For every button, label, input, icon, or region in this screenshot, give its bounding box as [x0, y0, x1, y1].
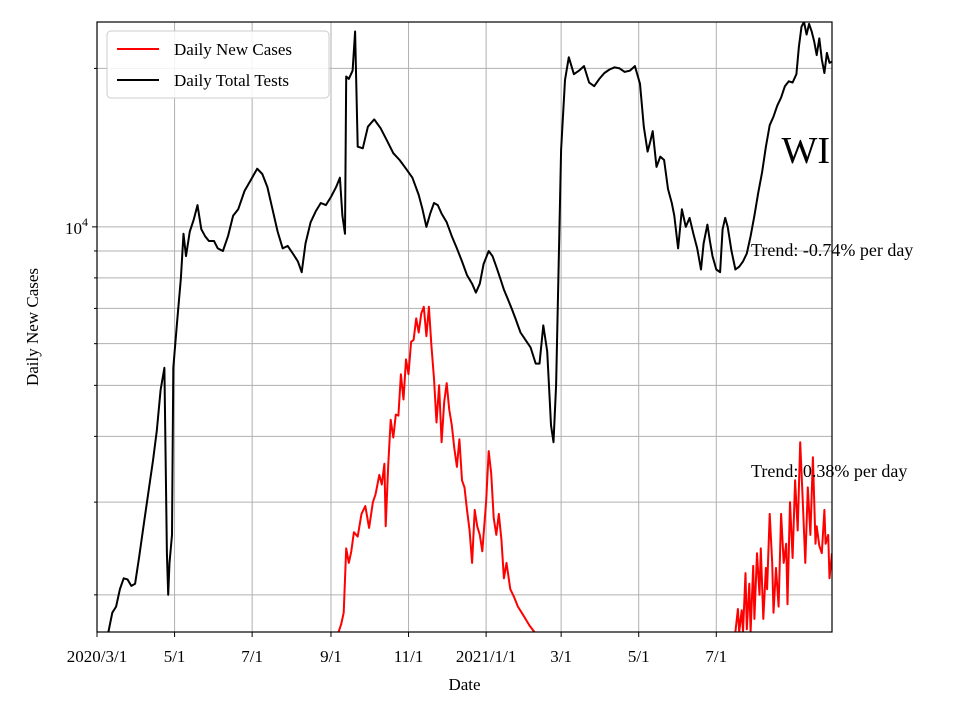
y-tick-label: 104 — [65, 215, 88, 238]
legend-box — [106, 30, 330, 99]
x-tick-label: 9/1 — [320, 647, 342, 666]
y-tick-exponent: 4 — [82, 215, 88, 229]
state-annotation: WI — [781, 130, 830, 172]
x-tick-label: 2020/3/1 — [67, 647, 127, 666]
x-tick-label: 2021/1/1 — [456, 647, 516, 666]
series-line-daily-total-tests — [107, 22, 832, 632]
series-line-daily-new-cases — [734, 441, 832, 632]
tests-trend-annotation: Trend: -0.74% per day — [751, 240, 913, 260]
grid — [96, 22, 832, 632]
x-tick-label: 7/1 — [705, 647, 727, 666]
x-tick-label: 3/1 — [550, 647, 572, 666]
x-axis-label: Date — [448, 675, 480, 694]
y-axis-label: Daily New Cases — [23, 268, 42, 386]
x-tick-label: 5/1 — [628, 647, 650, 666]
x-tick-label: 11/1 — [394, 647, 424, 666]
legend: Daily New Cases Daily Total Tests — [106, 30, 330, 99]
plot-frame — [96, 21, 833, 633]
x-tick-label: 7/1 — [241, 647, 263, 666]
ticks: 2020/3/1 5/1 7/1 9/1 11/1 2021/1/1 3/1 5/1 7/1 10… — [65, 67, 727, 666]
cases-trend-annotation: Trend: 0.38% per day — [751, 461, 907, 481]
series-line-daily-new-cases — [337, 305, 536, 632]
x-tick-label: 5/1 — [164, 647, 186, 666]
series-layer — [107, 22, 832, 632]
legend-label-tests: Daily Total Tests — [174, 71, 289, 90]
y-tick-base: 10 — [65, 219, 82, 238]
legend-label-cases: Daily New Cases — [174, 40, 292, 59]
